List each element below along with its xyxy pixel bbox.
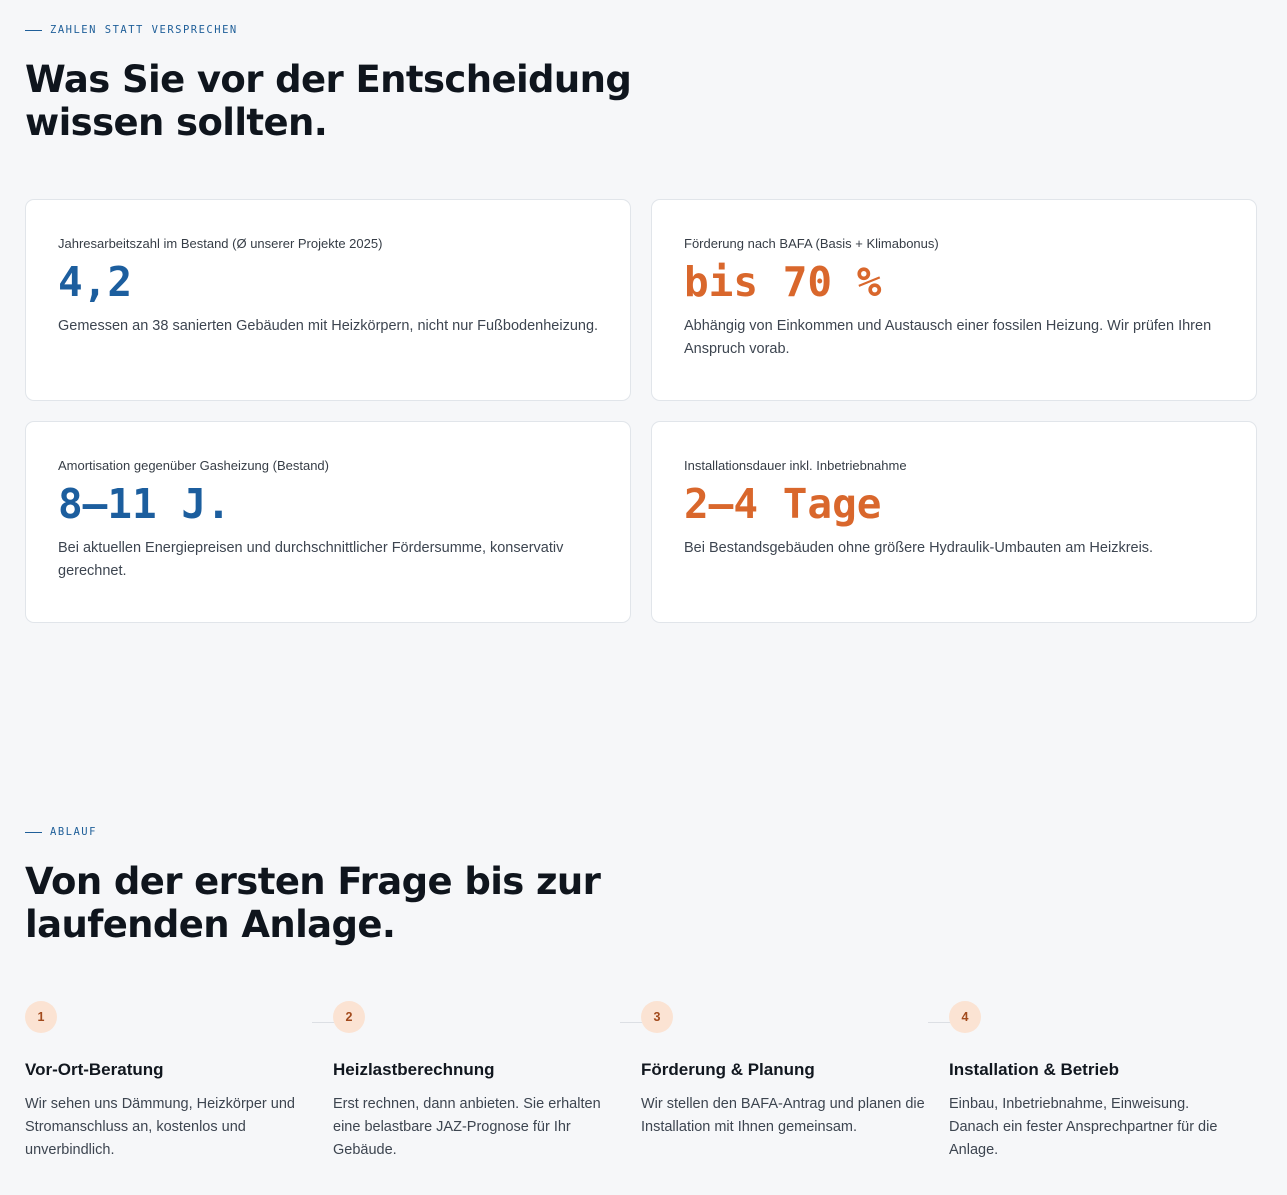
step-number-badge: 1	[25, 1001, 57, 1033]
stat-card-value: bis 70 %	[684, 258, 882, 306]
stat-card-label: Jahresarbeitszahl im Bestand (Ø unserer …	[58, 236, 383, 251]
process-step-1: 1 Vor-Ort-Beratung Wir sehen uns Dämmung…	[25, 1001, 315, 1162]
step-number-badge: 3	[641, 1001, 673, 1033]
step-title: Installation & Betrieb	[949, 1060, 1120, 1079]
step-description: Erst rechnen, dann anbieten. Sie erhalte…	[333, 1096, 601, 1158]
process-eyebrow-text: ABLAUF	[50, 826, 97, 838]
process-step-2: 2 Heizlastberechnung Erst rechnen, dann …	[333, 1001, 623, 1162]
stats-cards: Jahresarbeitszahl im Bestand (Ø unserer …	[25, 199, 1257, 623]
stats-heading: Was Sie vor der Entscheidung wissen soll…	[25, 58, 665, 144]
stat-card-value: 4,2	[58, 258, 133, 306]
stat-card-value: 8–11 J.	[58, 480, 231, 528]
process-steps: 1 Vor-Ort-Beratung Wir sehen uns Dämmung…	[25, 1001, 1257, 1171]
step-connector-line	[620, 1022, 642, 1023]
stat-card-description: Gemessen an 38 sanierten Gebäuden mit He…	[58, 318, 599, 334]
process-heading: Von der ersten Frage bis zur laufenden A…	[25, 860, 665, 946]
stat-card-label: Amortisation gegenüber Gasheizung (Besta…	[58, 458, 329, 473]
step-title: Vor-Ort-Beratung	[25, 1060, 164, 1079]
step-connector-line	[312, 1022, 334, 1023]
stat-card-description: Bei aktuellen Energiepreisen und durchsc…	[58, 540, 564, 579]
step-description: Einbau, Inbetriebnahme, Einweisung. Dana…	[949, 1096, 1218, 1158]
process-section: ABLAUF Von der ersten Frage bis zur lauf…	[25, 824, 1257, 1171]
step-number-badge: 2	[333, 1001, 365, 1033]
process-heading-line-2: laufenden Anlage.	[25, 903, 396, 946]
process-eyebrow: ABLAUF	[25, 824, 1257, 840]
stats-heading-line-2: wissen sollten.	[25, 101, 328, 144]
stat-card-jaz: Jahresarbeitszahl im Bestand (Ø unserer …	[25, 199, 631, 401]
stat-card-value: 2–4 Tage	[684, 480, 882, 528]
process-step-3: 3 Förderung & Planung Wir stellen den BA…	[641, 1001, 931, 1139]
stat-card-foerderung: Förderung nach BAFA (Basis + Klimabonus)…	[651, 199, 1257, 401]
stats-eyebrow-text: ZAHLEN STATT VERSPRECHEN	[50, 24, 238, 36]
stat-card-label: Förderung nach BAFA (Basis + Klimabonus)	[684, 236, 939, 251]
stat-card-description: Abhängig von Einkommen und Austausch ein…	[684, 318, 1212, 357]
eyebrow-dash	[25, 29, 42, 31]
process-step-4: 4 Installation & Betrieb Einbau, Inbetri…	[949, 1001, 1239, 1162]
stats-section: ZAHLEN STATT VERSPRECHEN Was Sie vor der…	[25, 22, 1257, 623]
stat-card-label: Installationsdauer inkl. Inbetriebnahme	[684, 458, 907, 473]
stat-card-installationsdauer: Installationsdauer inkl. Inbetriebnahme …	[651, 421, 1257, 623]
step-description: Wir stellen den BAFA-Antrag und planen d…	[641, 1096, 925, 1135]
stat-card-amortisation: Amortisation gegenüber Gasheizung (Besta…	[25, 421, 631, 623]
stat-card-description: Bei Bestandsgebäuden ohne größere Hydrau…	[684, 540, 1154, 556]
stats-heading-line-1: Was Sie vor der Entscheidung	[25, 58, 632, 101]
step-title: Heizlastberechnung	[333, 1060, 495, 1079]
step-title: Förderung & Planung	[641, 1060, 815, 1079]
step-description: Wir sehen uns Dämmung, Heizkörper und St…	[25, 1096, 295, 1158]
eyebrow-dash	[25, 831, 42, 833]
step-number-badge: 4	[949, 1001, 981, 1033]
stats-eyebrow: ZAHLEN STATT VERSPRECHEN	[25, 22, 1257, 38]
step-connector-line	[928, 1022, 950, 1023]
process-heading-line-1: Von der ersten Frage bis zur	[25, 860, 601, 903]
